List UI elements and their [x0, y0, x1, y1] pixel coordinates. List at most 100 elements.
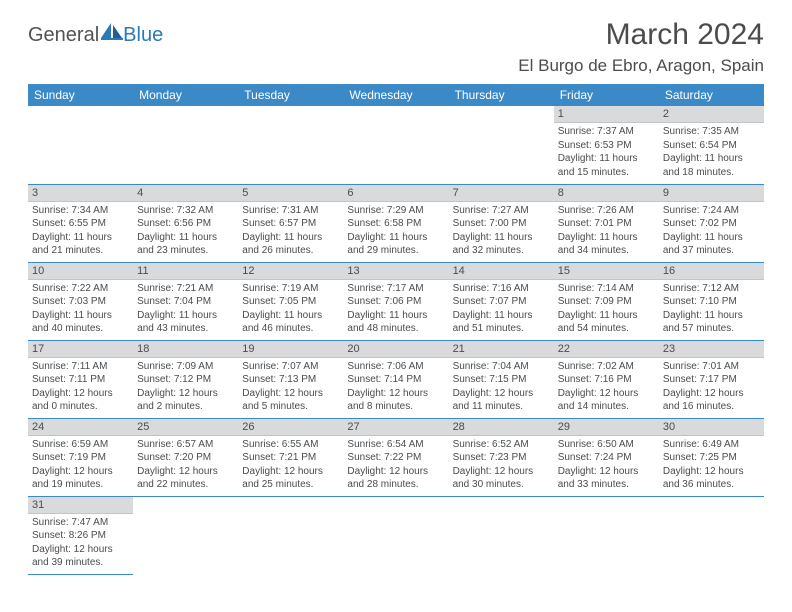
day-info: Sunrise: 6:50 AMSunset: 7:24 PMDaylight:…	[554, 436, 659, 496]
day-info: Sunrise: 7:26 AMSunset: 7:01 PMDaylight:…	[554, 202, 659, 262]
day-number: 6	[343, 185, 448, 202]
day-cell: 1Sunrise: 7:37 AMSunset: 6:53 PMDaylight…	[554, 106, 659, 184]
day-header: Friday	[554, 84, 659, 106]
day-cell: 20Sunrise: 7:06 AMSunset: 7:14 PMDayligh…	[343, 340, 448, 418]
day-info: Sunrise: 6:57 AMSunset: 7:20 PMDaylight:…	[133, 436, 238, 496]
day-header: Thursday	[449, 84, 554, 106]
day-info: Sunrise: 6:54 AMSunset: 7:22 PMDaylight:…	[343, 436, 448, 496]
day-cell	[28, 106, 133, 184]
day-cell: 10Sunrise: 7:22 AMSunset: 7:03 PMDayligh…	[28, 262, 133, 340]
day-number: 27	[343, 419, 448, 436]
day-cell: 14Sunrise: 7:16 AMSunset: 7:07 PMDayligh…	[449, 262, 554, 340]
day-cell: 24Sunrise: 6:59 AMSunset: 7:19 PMDayligh…	[28, 418, 133, 496]
day-info: Sunrise: 7:02 AMSunset: 7:16 PMDaylight:…	[554, 358, 659, 418]
logo-text-general: General	[28, 24, 99, 47]
day-number: 24	[28, 419, 133, 436]
day-info: Sunrise: 7:24 AMSunset: 7:02 PMDaylight:…	[659, 202, 764, 262]
day-header: Wednesday	[343, 84, 448, 106]
day-cell: 4Sunrise: 7:32 AMSunset: 6:56 PMDaylight…	[133, 184, 238, 262]
day-cell: 28Sunrise: 6:52 AMSunset: 7:23 PMDayligh…	[449, 418, 554, 496]
title-block: March 2024 El Burgo de Ebro, Aragon, Spa…	[518, 18, 764, 76]
day-number: 5	[238, 185, 343, 202]
day-cell: 25Sunrise: 6:57 AMSunset: 7:20 PMDayligh…	[133, 418, 238, 496]
day-info: Sunrise: 7:14 AMSunset: 7:09 PMDaylight:…	[554, 280, 659, 340]
day-cell: 6Sunrise: 7:29 AMSunset: 6:58 PMDaylight…	[343, 184, 448, 262]
day-info: Sunrise: 6:55 AMSunset: 7:21 PMDaylight:…	[238, 436, 343, 496]
day-cell: 5Sunrise: 7:31 AMSunset: 6:57 PMDaylight…	[238, 184, 343, 262]
day-number: 23	[659, 341, 764, 358]
day-cell: 7Sunrise: 7:27 AMSunset: 7:00 PMDaylight…	[449, 184, 554, 262]
day-cell: 27Sunrise: 6:54 AMSunset: 7:22 PMDayligh…	[343, 418, 448, 496]
day-cell: 13Sunrise: 7:17 AMSunset: 7:06 PMDayligh…	[343, 262, 448, 340]
day-cell: 29Sunrise: 6:50 AMSunset: 7:24 PMDayligh…	[554, 418, 659, 496]
day-number: 13	[343, 263, 448, 280]
day-cell	[449, 106, 554, 184]
day-cell: 22Sunrise: 7:02 AMSunset: 7:16 PMDayligh…	[554, 340, 659, 418]
day-info: Sunrise: 7:34 AMSunset: 6:55 PMDaylight:…	[28, 202, 133, 262]
day-cell: 12Sunrise: 7:19 AMSunset: 7:05 PMDayligh…	[238, 262, 343, 340]
day-number: 31	[28, 497, 133, 514]
day-cell	[659, 496, 764, 574]
logo: General Blue	[28, 24, 163, 47]
day-info: Sunrise: 7:09 AMSunset: 7:12 PMDaylight:…	[133, 358, 238, 418]
day-info: Sunrise: 7:32 AMSunset: 6:56 PMDaylight:…	[133, 202, 238, 262]
day-info: Sunrise: 6:52 AMSunset: 7:23 PMDaylight:…	[449, 436, 554, 496]
day-number: 10	[28, 263, 133, 280]
day-cell: 2Sunrise: 7:35 AMSunset: 6:54 PMDaylight…	[659, 106, 764, 184]
day-cell: 21Sunrise: 7:04 AMSunset: 7:15 PMDayligh…	[449, 340, 554, 418]
day-info: Sunrise: 7:04 AMSunset: 7:15 PMDaylight:…	[449, 358, 554, 418]
day-number: 15	[554, 263, 659, 280]
day-number: 22	[554, 341, 659, 358]
day-cell: 8Sunrise: 7:26 AMSunset: 7:01 PMDaylight…	[554, 184, 659, 262]
day-info: Sunrise: 7:06 AMSunset: 7:14 PMDaylight:…	[343, 358, 448, 418]
day-number: 28	[449, 419, 554, 436]
day-info: Sunrise: 7:16 AMSunset: 7:07 PMDaylight:…	[449, 280, 554, 340]
day-cell	[343, 496, 448, 574]
day-info: Sunrise: 7:31 AMSunset: 6:57 PMDaylight:…	[238, 202, 343, 262]
day-number: 11	[133, 263, 238, 280]
day-number: 3	[28, 185, 133, 202]
day-cell: 31Sunrise: 7:47 AMSunset: 8:26 PMDayligh…	[28, 496, 133, 574]
day-info: Sunrise: 6:59 AMSunset: 7:19 PMDaylight:…	[28, 436, 133, 496]
day-number: 16	[659, 263, 764, 280]
day-info: Sunrise: 7:47 AMSunset: 8:26 PMDaylight:…	[28, 514, 133, 574]
day-cell	[238, 496, 343, 574]
day-header: Sunday	[28, 84, 133, 106]
day-info: Sunrise: 7:12 AMSunset: 7:10 PMDaylight:…	[659, 280, 764, 340]
day-info: Sunrise: 6:49 AMSunset: 7:25 PMDaylight:…	[659, 436, 764, 496]
day-header: Monday	[133, 84, 238, 106]
calendar-page: General Blue March 2024 El Burgo de Ebro…	[0, 0, 792, 575]
day-cell: 30Sunrise: 6:49 AMSunset: 7:25 PMDayligh…	[659, 418, 764, 496]
day-number: 29	[554, 419, 659, 436]
day-cell: 9Sunrise: 7:24 AMSunset: 7:02 PMDaylight…	[659, 184, 764, 262]
day-number: 19	[238, 341, 343, 358]
day-info: Sunrise: 7:07 AMSunset: 7:13 PMDaylight:…	[238, 358, 343, 418]
day-cell: 23Sunrise: 7:01 AMSunset: 7:17 PMDayligh…	[659, 340, 764, 418]
day-number: 14	[449, 263, 554, 280]
header: General Blue March 2024 El Burgo de Ebro…	[28, 18, 764, 76]
day-cell	[449, 496, 554, 574]
day-number: 9	[659, 185, 764, 202]
day-number: 26	[238, 419, 343, 436]
day-cell	[133, 106, 238, 184]
day-number: 1	[554, 106, 659, 123]
day-cell: 18Sunrise: 7:09 AMSunset: 7:12 PMDayligh…	[133, 340, 238, 418]
day-cell	[343, 106, 448, 184]
month-title: March 2024	[518, 18, 764, 52]
day-info: Sunrise: 7:01 AMSunset: 7:17 PMDaylight:…	[659, 358, 764, 418]
day-number: 18	[133, 341, 238, 358]
day-number: 30	[659, 419, 764, 436]
day-info: Sunrise: 7:27 AMSunset: 7:00 PMDaylight:…	[449, 202, 554, 262]
day-info: Sunrise: 7:35 AMSunset: 6:54 PMDaylight:…	[659, 123, 764, 183]
location: El Burgo de Ebro, Aragon, Spain	[518, 56, 764, 76]
calendar-grid: SundayMondayTuesdayWednesdayThursdayFrid…	[28, 84, 764, 575]
day-cell: 26Sunrise: 6:55 AMSunset: 7:21 PMDayligh…	[238, 418, 343, 496]
day-number: 12	[238, 263, 343, 280]
day-info: Sunrise: 7:29 AMSunset: 6:58 PMDaylight:…	[343, 202, 448, 262]
day-cell: 19Sunrise: 7:07 AMSunset: 7:13 PMDayligh…	[238, 340, 343, 418]
day-info: Sunrise: 7:37 AMSunset: 6:53 PMDaylight:…	[554, 123, 659, 183]
day-info: Sunrise: 7:22 AMSunset: 7:03 PMDaylight:…	[28, 280, 133, 340]
day-cell: 16Sunrise: 7:12 AMSunset: 7:10 PMDayligh…	[659, 262, 764, 340]
day-number: 20	[343, 341, 448, 358]
day-number: 17	[28, 341, 133, 358]
